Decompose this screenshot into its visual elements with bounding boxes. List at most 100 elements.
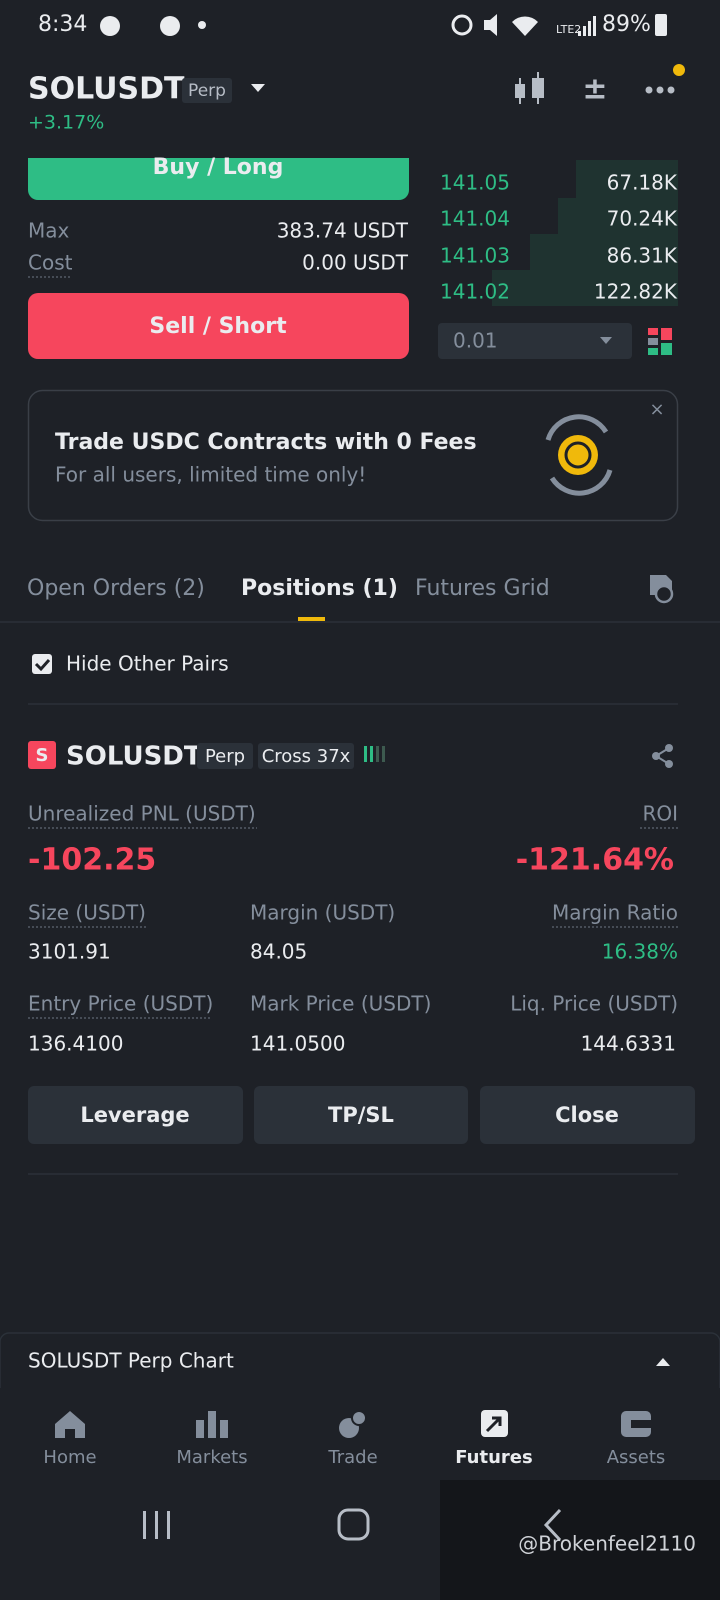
- battery-icon: [655, 14, 667, 36]
- trade-icon[interactable]: [339, 1410, 367, 1438]
- book-layout-icon[interactable]: [648, 328, 672, 355]
- dropdown-arrow[interactable]: [600, 337, 612, 344]
- field-value: 16.38%: [602, 940, 678, 964]
- bid-amount: 122.82K: [594, 280, 678, 304]
- more-icon[interactable]: [645, 86, 675, 94]
- network-label: LTE2: [556, 23, 581, 36]
- field-label: Margin (USDT): [250, 901, 395, 925]
- precision-value[interactable]: 0.01: [453, 329, 498, 353]
- banner-subtitle: For all users, limited time only!: [55, 463, 366, 487]
- roi-label: ROI: [642, 802, 678, 826]
- nav-label[interactable]: Home: [43, 1447, 96, 1468]
- action-label[interactable]: Leverage: [80, 1103, 189, 1127]
- side-letter: S: [36, 745, 49, 766]
- field-label: Size (USDT): [28, 901, 146, 925]
- expand-arrow[interactable]: [656, 1358, 670, 1366]
- position-symbol[interactable]: SOLUSDT: [66, 742, 202, 772]
- action-label[interactable]: Close: [555, 1103, 619, 1127]
- bid-price[interactable]: 141.02: [440, 280, 510, 304]
- banner-title[interactable]: Trade USDC Contracts with 0 Fees: [55, 430, 477, 455]
- position-contract: Perp: [205, 746, 245, 767]
- back-button[interactable]: [543, 1508, 562, 1542]
- action-label[interactable]: TP/SL: [328, 1103, 394, 1127]
- buy-button[interactable]: [28, 158, 409, 200]
- field-label: Liq. Price (USDT): [510, 992, 678, 1016]
- field-label: Entry Price (USDT): [28, 992, 213, 1016]
- status-icon: [160, 16, 180, 36]
- status-icon: [100, 16, 120, 36]
- alarm-icon: [451, 14, 473, 36]
- home-icon[interactable]: [55, 1411, 85, 1438]
- sell-button[interactable]: [28, 293, 409, 359]
- action-button[interactable]: [28, 1086, 243, 1144]
- close-banner[interactable]: ×: [649, 399, 664, 420]
- field-value: 84.05: [250, 940, 307, 964]
- recents-button[interactable]: [143, 1511, 170, 1539]
- side-icon: [28, 741, 56, 769]
- pnl-value: -102.25: [28, 843, 156, 878]
- bid-price[interactable]: 141.03: [440, 244, 510, 268]
- field-label: Mark Price (USDT): [250, 992, 431, 1016]
- max-label: Max: [28, 219, 70, 243]
- sell-label[interactable]: Sell / Short: [149, 314, 287, 339]
- field-label: Margin Ratio: [552, 901, 678, 925]
- roi-value: -121.64%: [516, 843, 674, 878]
- tab[interactable]: Futures Grid: [415, 576, 550, 601]
- battery-level: 89%: [602, 12, 651, 37]
- checkmark: [34, 659, 51, 672]
- dropdown-arrow[interactable]: [251, 84, 265, 92]
- nav-label[interactable]: Trade: [327, 1447, 377, 1468]
- contract-type: Perp: [188, 81, 226, 101]
- bid-price[interactable]: 141.04: [440, 207, 510, 231]
- share-icon[interactable]: [652, 744, 673, 768]
- chart-panel-title[interactable]: SOLUSDT Perp Chart: [28, 1349, 234, 1373]
- watermark-area: [440, 1480, 720, 1600]
- field-value: 144.6331: [581, 1032, 676, 1056]
- cost-label: Cost: [28, 251, 73, 275]
- margin-mode[interactable]: Cross 37x: [262, 746, 351, 767]
- candles-icon[interactable]: [515, 72, 544, 104]
- status-icon: [198, 21, 206, 29]
- nav-label[interactable]: Markets: [176, 1447, 247, 1468]
- risk-indicator: [364, 746, 385, 762]
- promo-banner[interactable]: [27, 389, 679, 522]
- precision-select[interactable]: [438, 323, 632, 359]
- action-button[interactable]: [480, 1086, 695, 1144]
- tab-active[interactable]: Positions (1): [241, 576, 398, 601]
- symbol[interactable]: SOLUSDT: [28, 72, 185, 107]
- field-value: 136.4100: [28, 1032, 123, 1056]
- home-button[interactable]: [337, 1508, 370, 1541]
- field-value: 141.0500: [250, 1032, 345, 1056]
- action-button[interactable]: [254, 1086, 468, 1144]
- depth-bars: [492, 160, 678, 306]
- futures-icon[interactable]: [481, 1410, 508, 1437]
- assets-icon[interactable]: [621, 1411, 651, 1437]
- markets-icon[interactable]: [196, 1411, 228, 1438]
- pnl-label: Unrealized PNL (USDT): [28, 802, 256, 826]
- nav-label-active[interactable]: Futures: [455, 1447, 532, 1468]
- calculator-icon[interactable]: ±: [582, 72, 607, 107]
- history-icon[interactable]: [650, 575, 674, 604]
- badge: [182, 78, 232, 103]
- max-value: 383.74 USDT: [277, 219, 409, 243]
- watermark: @Brokenfeel2110: [518, 1532, 696, 1556]
- cost-value: 0.00 USDT: [302, 251, 409, 275]
- nav-label[interactable]: Assets: [607, 1447, 666, 1468]
- buy-label[interactable]: Buy / Long: [153, 155, 284, 180]
- bid-amount: 67.18K: [607, 171, 678, 195]
- bid-amount: 70.24K: [607, 207, 678, 231]
- tab-indicator: [298, 617, 325, 621]
- filter-label[interactable]: Hide Other Pairs: [66, 652, 229, 676]
- status-time: 8:34: [38, 12, 87, 37]
- badge: [197, 743, 253, 769]
- bid-amount: 86.31K: [607, 244, 678, 268]
- checkbox[interactable]: [32, 654, 52, 674]
- price-change: +3.17%: [28, 112, 104, 134]
- wifi-icon: [512, 16, 538, 36]
- tab[interactable]: Open Orders (2): [27, 576, 205, 601]
- bid-price[interactable]: 141.05: [440, 171, 510, 195]
- field-value: 3101.91: [28, 940, 111, 964]
- badge: [258, 743, 354, 769]
